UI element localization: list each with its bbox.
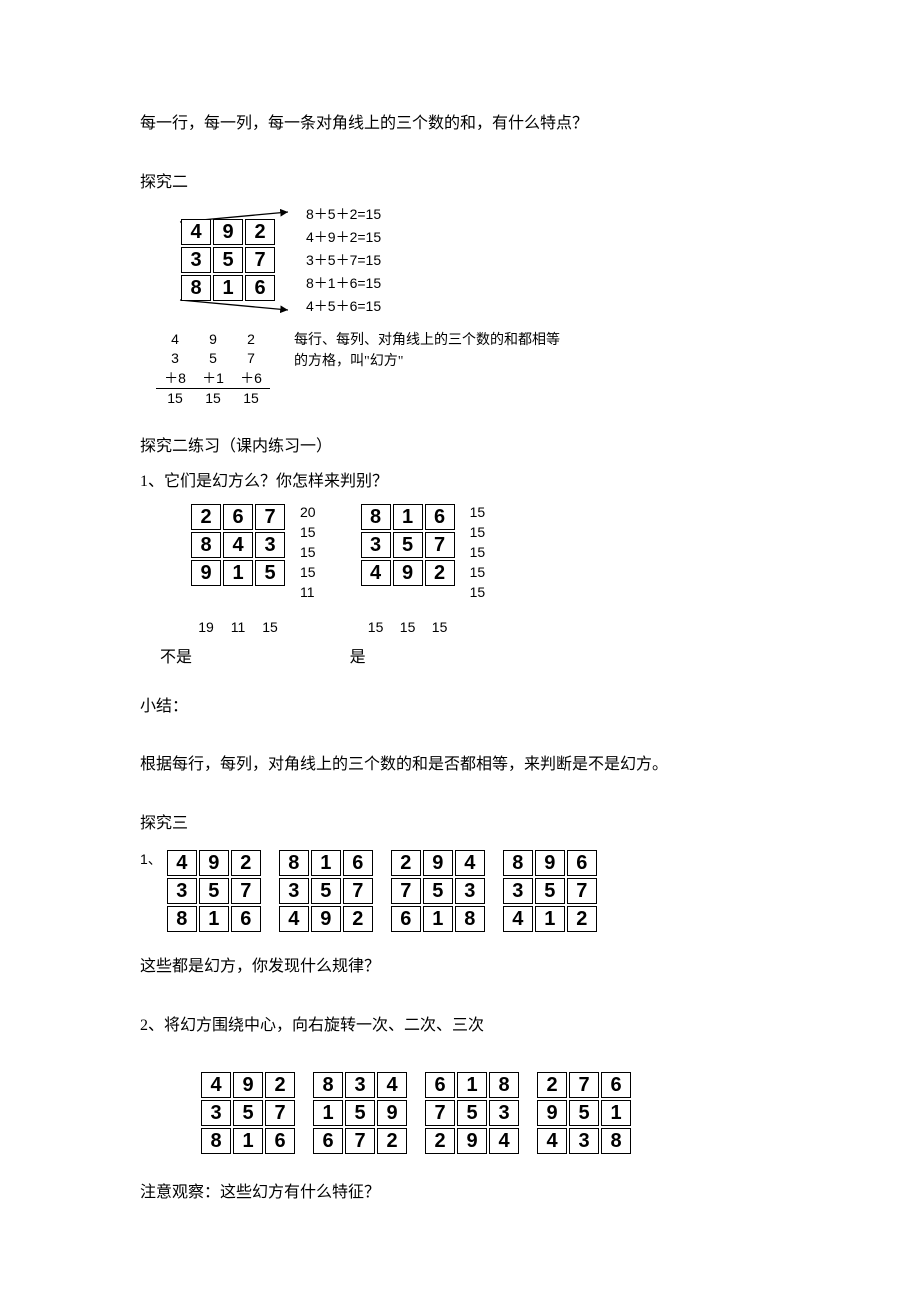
magic-square: 294753618	[390, 849, 486, 933]
grid-cell: 2	[425, 560, 455, 586]
equation: 3＋5＋7=15	[306, 250, 381, 271]
col-sum: 15	[392, 615, 424, 640]
grid-cell: 2	[425, 1128, 455, 1154]
grid-cell: 6	[231, 906, 261, 932]
section-3-observe: 注意观察：这些幻方有什么特征？	[140, 1179, 780, 1208]
grid-cell: 8	[201, 1128, 231, 1154]
section-2-title: 探究二	[140, 169, 780, 198]
row-sum: 20	[300, 504, 316, 522]
section-3-grids-2: 492357816834159672618753294276951438	[200, 1071, 780, 1155]
grid-cell: 1	[223, 560, 253, 586]
practice-left-col-sums: 191115	[190, 615, 316, 640]
grid-cell: 1	[423, 906, 453, 932]
practice-right: 816357492 1515151515 151515 是	[360, 503, 486, 673]
equation: 8＋1＋6=15	[306, 273, 381, 294]
practice-right-col-sums: 151515	[360, 615, 486, 640]
practice-left-grid: 267843915	[190, 503, 286, 603]
grid-cell: 7	[345, 1128, 375, 1154]
row-sum: 15	[300, 564, 316, 582]
grid-cell: 6	[313, 1128, 343, 1154]
equation: 8＋5＋2=15	[306, 204, 381, 225]
grid-cell: 5	[255, 560, 285, 586]
section-3-grids-1: 492357816816357492294753618896357412	[166, 849, 598, 933]
row-sum: 15	[470, 504, 486, 522]
magic-square-definition: 每行、每列、对角线上的三个数的和都相等 的方格，叫"幻方"	[294, 330, 560, 372]
summary-text: 根据每行，每列，对角线上的三个数的和是否都相等，来判断是不是幻方。	[140, 751, 780, 780]
section-3-q1-text: 这些都是幻方，你发现什么规律？	[140, 953, 780, 982]
practice-row: 267843915 2015151511 191115 不是 816357492…	[190, 503, 780, 673]
grid-cell: 6	[265, 1128, 295, 1154]
grid-cell: 2	[567, 906, 597, 932]
grid-cell: 1	[199, 906, 229, 932]
row-sum: 15	[470, 524, 486, 542]
grid-cell: 3	[569, 1128, 599, 1154]
grid-cell: 8	[601, 1128, 631, 1154]
section-3-q1-row: 1、 492357816816357492294753618896357412	[140, 845, 780, 943]
magic-square: 492357816	[200, 1071, 296, 1155]
grid-cell: 4	[361, 560, 391, 586]
column-addition: 492 357 ＋8 ＋1 ＋6 151515	[156, 330, 270, 409]
grid-cell: 4	[279, 906, 309, 932]
col-sum: 19	[190, 615, 222, 640]
grid-cell: 4	[537, 1128, 567, 1154]
q1-label: 1、	[140, 845, 162, 943]
magic-square: 816357492	[278, 849, 374, 933]
grid-cell: 8	[455, 906, 485, 932]
col-sum: 15	[360, 615, 392, 640]
practice-title: 探究二练习（课内练习一）	[140, 433, 780, 462]
practice-right-grid: 816357492	[360, 503, 456, 603]
magic-square: 492357816	[166, 849, 262, 933]
row-sum: 15	[470, 544, 486, 562]
practice-right-verdict: 是	[350, 644, 486, 673]
intro-question: 每一行，每一列，每一条对角线上的三个数的和，有什么特点？	[140, 110, 780, 139]
practice-right-side-sums: 15 15 15 15 15	[470, 503, 486, 603]
grid-cell: 4	[489, 1128, 519, 1154]
grid-cell: 1	[213, 275, 243, 301]
grid-cell: 9	[457, 1128, 487, 1154]
section-2-figure: 492357816 8＋5＋2=154＋9＋2=153＋5＋7=158＋1＋6=…	[160, 204, 780, 324]
equation: 4＋5＋6=15	[306, 296, 381, 317]
grid-cell: 6	[245, 275, 275, 301]
magic-square-main: 492357816	[180, 218, 276, 302]
magic-square: 276951438	[536, 1071, 632, 1155]
section-3-q2-text: 2、将幻方围绕中心，向右旋转一次、二次、三次	[140, 1012, 780, 1041]
practice-left-verdict: 不是	[160, 644, 316, 673]
col-sum: 11	[222, 615, 254, 640]
row-sum: 11	[300, 584, 316, 602]
row-sum: 15	[470, 564, 486, 582]
grid-cell: 9	[311, 906, 341, 932]
grid-cell: 9	[393, 560, 423, 586]
grid-cell: 1	[233, 1128, 263, 1154]
magic-square: 834159672	[312, 1071, 408, 1155]
grid-cell: 2	[343, 906, 373, 932]
grid-cell: 9	[191, 560, 221, 586]
row-sum: 15	[300, 544, 316, 562]
grid-cell: 1	[535, 906, 565, 932]
magic-square: 618753294	[424, 1071, 520, 1155]
column-add-row: 492 357 ＋8 ＋1 ＋6 151515 每行、每列、对角线上的三个数的和…	[156, 330, 780, 409]
col-sum: 15	[424, 615, 456, 640]
practice-left-side-sums: 20 15 15 15 11	[300, 503, 316, 603]
grid-cell: 4	[503, 906, 533, 932]
row-sum: 15	[300, 524, 316, 542]
practice-left: 267843915 2015151511 191115 不是	[190, 503, 316, 673]
section-3-title: 探究三	[140, 810, 780, 839]
summary-label: 小结：	[140, 693, 780, 722]
equation-list: 8＋5＋2=154＋9＋2=153＋5＋7=158＋1＋6=154＋5＋6=15	[306, 202, 381, 319]
grid-cell: 8	[181, 275, 211, 301]
col-sum: 15	[254, 615, 286, 640]
grid-cell: 6	[391, 906, 421, 932]
equation: 4＋9＋2=15	[306, 227, 381, 248]
grid-cell: 2	[377, 1128, 407, 1154]
grid-cell: 8	[167, 906, 197, 932]
practice-question: 1、它们是幻方么？你怎样来判别？	[140, 468, 780, 497]
row-sum: 15	[470, 584, 486, 602]
magic-square: 896357412	[502, 849, 598, 933]
